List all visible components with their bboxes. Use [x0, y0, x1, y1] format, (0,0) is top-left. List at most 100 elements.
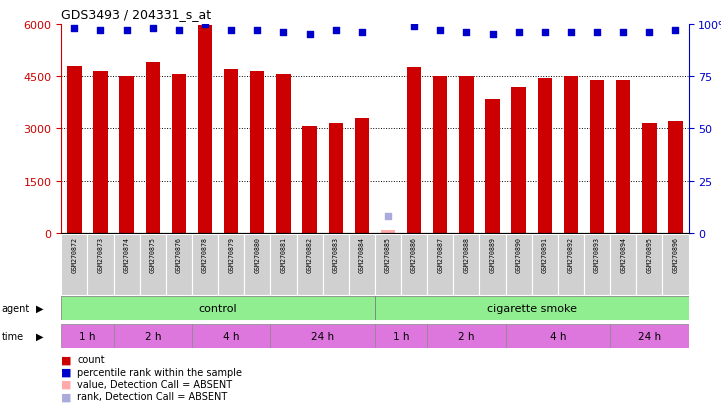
Point: [408, 24, 420, 30]
Bar: [61, 324, 114, 348]
Text: GSM270885: GSM270885: [385, 236, 391, 272]
Point: [617, 30, 629, 36]
Point: [304, 32, 315, 38]
Text: GSM270890: GSM270890: [516, 236, 522, 272]
Bar: [375, 234, 401, 295]
Bar: [355, 119, 369, 233]
Bar: [218, 234, 244, 295]
Text: GSM270874: GSM270874: [123, 236, 130, 272]
Bar: [172, 75, 186, 233]
Text: GSM270893: GSM270893: [594, 236, 600, 272]
Point: [461, 30, 472, 36]
Bar: [192, 234, 218, 295]
Text: GSM270889: GSM270889: [490, 236, 495, 272]
Text: ▶: ▶: [36, 331, 43, 341]
Text: value, Detection Call = ABSENT: value, Detection Call = ABSENT: [77, 379, 232, 389]
Bar: [349, 234, 375, 295]
Text: 2 h: 2 h: [458, 331, 474, 341]
Bar: [140, 234, 166, 295]
Bar: [610, 324, 689, 348]
Text: cigarette smoke: cigarette smoke: [487, 303, 577, 313]
Bar: [270, 234, 296, 295]
Bar: [381, 230, 395, 233]
Bar: [323, 234, 349, 295]
Bar: [296, 234, 323, 295]
Bar: [192, 324, 270, 348]
Text: 24 h: 24 h: [311, 331, 335, 341]
Point: [147, 26, 159, 32]
Text: 24 h: 24 h: [638, 331, 661, 341]
Bar: [198, 26, 212, 233]
Bar: [427, 234, 454, 295]
Bar: [407, 68, 421, 233]
Bar: [146, 63, 160, 233]
Bar: [485, 100, 500, 233]
Text: 4 h: 4 h: [223, 331, 239, 341]
Bar: [668, 122, 683, 233]
Point: [670, 28, 681, 34]
Point: [173, 28, 185, 34]
Bar: [270, 324, 375, 348]
Text: 1 h: 1 h: [79, 331, 96, 341]
Point: [644, 30, 655, 36]
Text: GSM270891: GSM270891: [541, 236, 548, 272]
Text: ■: ■: [61, 379, 72, 389]
Bar: [590, 81, 604, 233]
Bar: [87, 234, 114, 295]
Bar: [636, 234, 663, 295]
Bar: [610, 234, 636, 295]
Bar: [401, 234, 427, 295]
Point: [513, 30, 524, 36]
Text: GSM270888: GSM270888: [464, 236, 469, 272]
Bar: [584, 234, 610, 295]
Text: agent: agent: [1, 303, 30, 313]
Bar: [505, 324, 610, 348]
Bar: [302, 126, 317, 233]
Bar: [564, 77, 578, 233]
Bar: [663, 234, 689, 295]
Bar: [454, 234, 479, 295]
Bar: [479, 234, 505, 295]
Text: count: count: [77, 354, 105, 364]
Point: [252, 28, 263, 34]
Text: rank, Detection Call = ABSENT: rank, Detection Call = ABSENT: [77, 392, 227, 401]
Bar: [120, 77, 134, 233]
Text: GSM270896: GSM270896: [673, 236, 678, 272]
Bar: [505, 234, 531, 295]
Point: [68, 26, 80, 32]
Point: [330, 28, 342, 34]
Point: [199, 21, 211, 28]
Point: [539, 30, 551, 36]
Text: percentile rank within the sample: percentile rank within the sample: [77, 367, 242, 377]
Text: GSM270880: GSM270880: [255, 236, 260, 272]
Point: [94, 28, 106, 34]
Bar: [67, 66, 81, 233]
Point: [487, 32, 498, 38]
Text: ■: ■: [61, 392, 72, 401]
Bar: [114, 324, 192, 348]
Text: ▶: ▶: [36, 303, 43, 313]
Text: ■: ■: [61, 354, 72, 364]
Point: [435, 28, 446, 34]
Point: [278, 30, 289, 36]
Text: GSM270879: GSM270879: [228, 236, 234, 272]
Bar: [61, 234, 87, 295]
Bar: [61, 296, 375, 320]
Text: GSM270886: GSM270886: [411, 236, 417, 272]
Bar: [538, 78, 552, 233]
Bar: [244, 234, 270, 295]
Bar: [329, 124, 343, 233]
Point: [226, 28, 237, 34]
Text: GSM270892: GSM270892: [568, 236, 574, 272]
Bar: [433, 77, 448, 233]
Bar: [276, 75, 291, 233]
Bar: [459, 77, 474, 233]
Text: GSM270883: GSM270883: [332, 236, 339, 272]
Text: GSM270895: GSM270895: [646, 236, 653, 272]
Text: time: time: [1, 331, 24, 341]
Text: GSM270884: GSM270884: [359, 236, 365, 272]
Text: GSM270887: GSM270887: [437, 236, 443, 272]
Bar: [511, 88, 526, 233]
Bar: [114, 234, 140, 295]
Text: 1 h: 1 h: [393, 331, 410, 341]
